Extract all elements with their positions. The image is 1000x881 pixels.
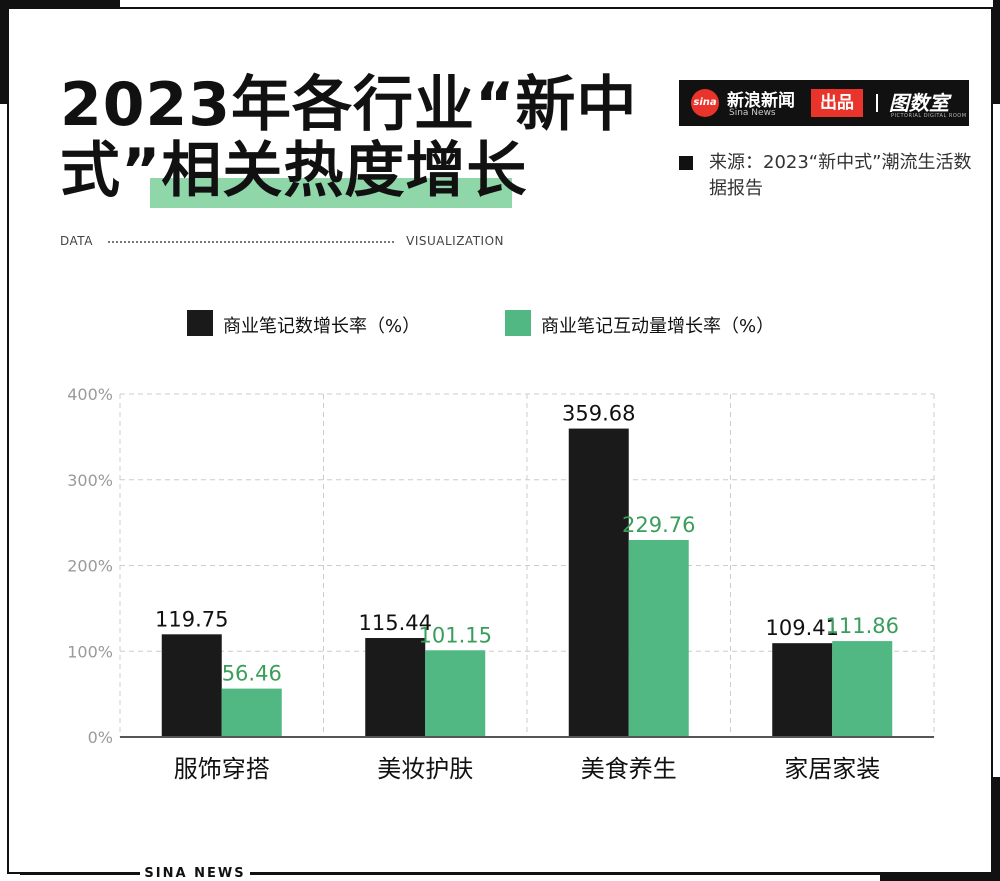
title-line-2: 式”相关热度增长 xyxy=(60,136,528,206)
legend-swatch-series-2 xyxy=(505,310,531,336)
title-line-1: 2023年各行业“新中 xyxy=(60,70,638,140)
data-label-series-2: 56.46 xyxy=(222,662,282,686)
brand-separator xyxy=(876,94,878,112)
legend-label-series-2: 商业笔记互动量增长率（%） xyxy=(541,316,775,337)
program-logo: 图数室 xyxy=(889,91,949,115)
bar-series-2 xyxy=(628,539,689,737)
dotted-divider xyxy=(108,241,394,243)
y-tick-label: 300% xyxy=(67,471,113,490)
corner-mark-top-left xyxy=(0,0,120,7)
y-tick-label: 400% xyxy=(67,385,113,404)
data-label-series-1: 359.68 xyxy=(562,402,635,426)
data-label-series-1: 109.41 xyxy=(766,616,839,640)
produced-badge: 出品 xyxy=(811,89,863,117)
data-label-series-2: 229.76 xyxy=(622,513,695,537)
y-tick-label: 0% xyxy=(88,728,113,747)
brand-name: 新浪新闻 xyxy=(727,91,795,111)
footer-rule xyxy=(20,873,880,875)
data-label-series-1: 119.75 xyxy=(155,607,228,631)
x-category-label: 家居家装 xyxy=(784,755,880,783)
bar-series-2 xyxy=(221,688,282,737)
bar-series-2 xyxy=(425,650,486,737)
legend-label-series-1: 商业笔记数增长率（%） xyxy=(223,316,421,337)
x-category-label: 美妆护肤 xyxy=(377,755,473,783)
source-text: 来源：2023“新中式”潮流生活数据报告 xyxy=(709,152,972,199)
title-line-2-wrap: 式”相关热度增长 xyxy=(60,136,637,208)
source-note: 来源：2023“新中式”潮流生活数据报告 xyxy=(679,150,979,202)
data-label-series-2: 101.15 xyxy=(419,623,492,647)
bar-series-2 xyxy=(832,641,893,737)
source-square-icon xyxy=(679,156,693,170)
bar-series-1 xyxy=(161,634,222,737)
corner-mark-bottom-right-h xyxy=(880,874,1000,881)
y-tick-label: 200% xyxy=(67,557,113,576)
corner-mark-bottom-right xyxy=(993,777,1000,881)
data-label: DATA xyxy=(60,234,93,248)
corner-mark-right xyxy=(993,0,1000,104)
sina-logo-icon: sina xyxy=(691,89,719,117)
data-label-series-2: 111.86 xyxy=(826,614,899,638)
x-category-label: 美食养生 xyxy=(581,755,677,783)
bar-series-1 xyxy=(568,428,629,737)
bar-series-1 xyxy=(365,638,426,737)
bar-series-1 xyxy=(772,643,833,737)
footer-brand-text: SINA NEWS xyxy=(140,866,250,881)
corner-mark-left xyxy=(0,0,7,104)
page-title: 2023年各行业“新中 式”相关热度增长 xyxy=(60,70,638,208)
data-label-series-1: 115.44 xyxy=(359,611,432,635)
legend-swatch-series-1 xyxy=(187,310,213,336)
brand-banner: sina 新浪新闻 Sina News 出品 图数室 PICTORIAL DIG… xyxy=(679,80,969,126)
x-category-label: 服饰穿搭 xyxy=(174,755,270,783)
program-subtitle: PICTORIAL DIGITAL ROOM xyxy=(891,113,967,119)
title-highlight xyxy=(150,178,512,208)
visualization-label: VISUALIZATION xyxy=(406,234,504,248)
y-tick-label: 100% xyxy=(67,642,113,661)
brand-name-en: Sina News xyxy=(729,108,776,118)
